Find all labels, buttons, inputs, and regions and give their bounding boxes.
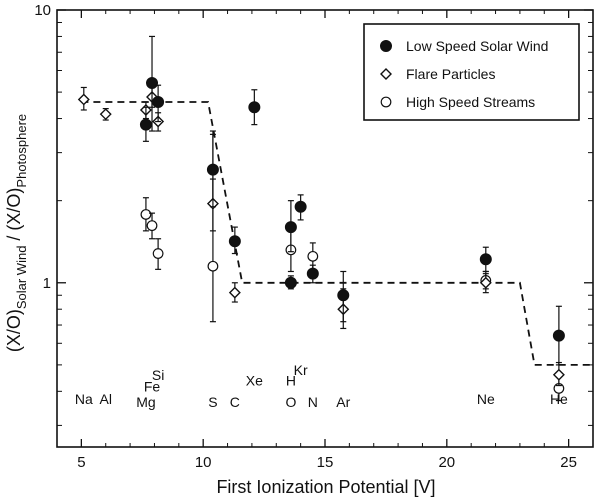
x-tick-label: 20 [438,454,455,471]
data-point [228,286,241,299]
data-point [207,260,219,272]
element-label: C [230,394,240,410]
data-points [77,35,565,402]
data-point [552,368,565,381]
element-label: N [308,394,318,410]
data-point [479,253,492,266]
element-label: Ne [477,391,495,407]
data-point [306,267,319,280]
legend-marker [380,68,392,80]
data-point [206,163,219,176]
element-label: Kr [294,362,308,378]
legend-label: Low Speed Solar Wind [406,38,548,54]
x-tick-label: 15 [317,454,334,471]
element-label: O [285,394,296,410]
legend-marker [380,96,392,108]
series-high-speed-streams [140,133,565,402]
element-label: Fe [144,378,161,394]
y-tick-label: 1 [43,275,51,292]
data-point [307,250,319,262]
data-point [152,95,165,108]
element-label: Na [75,391,93,407]
x-tick-label: 25 [560,454,577,471]
legend: Low Speed Solar Wind Flare Particles High … [363,23,580,121]
data-point [294,200,307,213]
element-label: Ar [336,394,350,410]
data-point [248,101,261,114]
data-point [77,93,90,106]
legend-marker [380,40,392,52]
legend-box [363,23,580,121]
series-low-speed-solar-wind [139,35,565,366]
axes: 5 10 15 20 25 1 10 [34,2,594,471]
x-tick-label: 5 [77,454,85,471]
data-point [152,248,164,259]
element-label: He [550,391,568,407]
data-point [228,235,241,248]
legend-label: High Speed Streams [406,94,535,110]
model-step-line [81,101,593,366]
data-point [284,221,297,234]
data-point [140,209,152,220]
legend-label: Flare Particles [406,66,495,82]
x-tick-label: 10 [195,454,212,471]
y-axis-title-sub2: Photosphere [14,114,29,188]
data-point [139,118,152,131]
y-axis-title-sub1: Solar Wind [14,246,29,310]
element-label: S [208,394,217,410]
element-label: Al [100,391,112,407]
element-label: Si [152,367,164,383]
y-tick-label: 10 [34,2,51,19]
data-point [99,108,112,121]
element-label: Xe [246,373,263,389]
data-point [552,329,565,342]
y-axis-title-main: (X/O) [4,309,24,352]
y-axis-title: (X/O)Solar Wind / (X/O)Photosphere [4,114,29,352]
element-label: H [286,373,296,389]
data-point [146,220,158,232]
element-label: Mg [136,394,155,410]
data-point [337,289,350,302]
data-point [479,276,492,289]
data-point [146,76,159,89]
x-axis-title: First Ionization Potential [V] [216,477,435,497]
y-axis-title-mid: / (X/O) [4,188,24,246]
data-point [284,276,297,289]
model-step-line-group [81,101,593,366]
